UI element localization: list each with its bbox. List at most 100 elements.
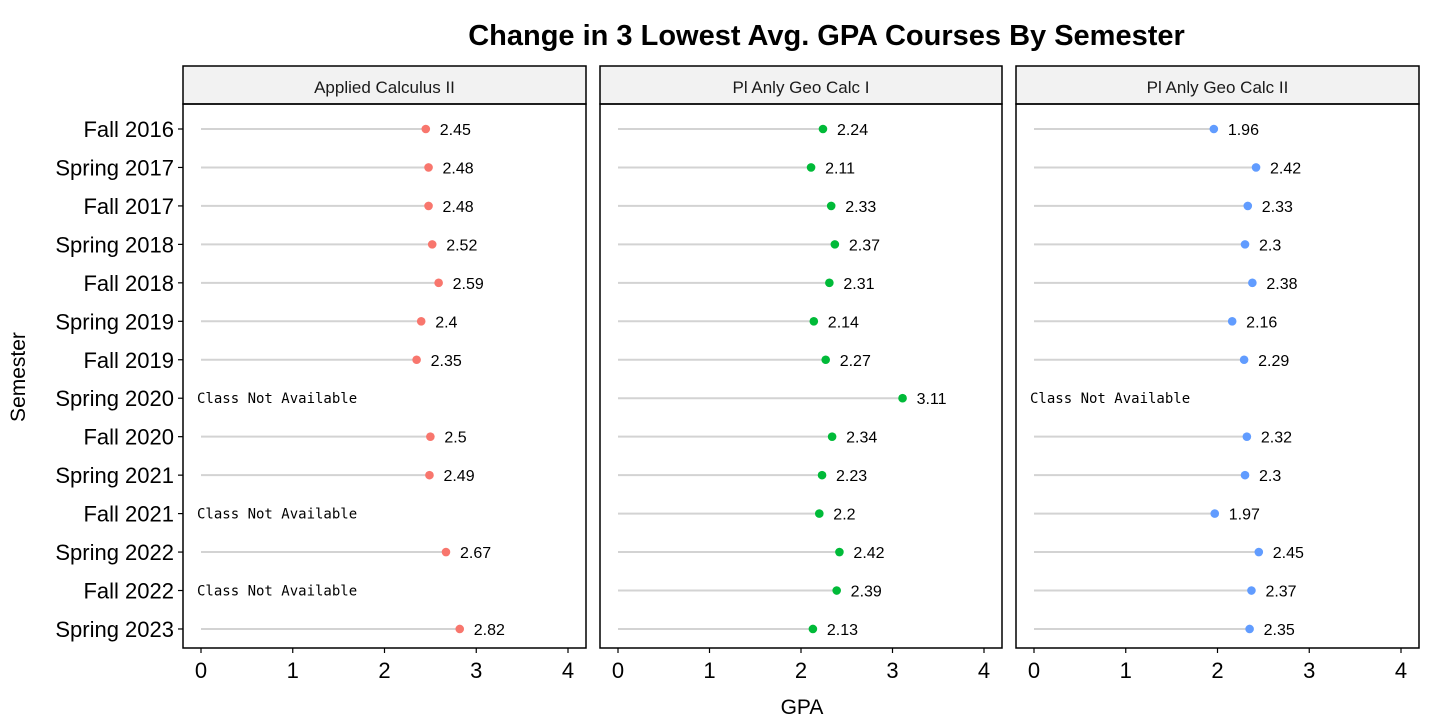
data-label: 2.33 bbox=[845, 199, 876, 216]
data-point bbox=[1248, 278, 1257, 288]
y-tick-label: Spring 2018 bbox=[55, 232, 174, 257]
data-label: 2.35 bbox=[431, 353, 462, 370]
data-point bbox=[412, 355, 421, 365]
x-tick-label: 3 bbox=[470, 658, 482, 683]
data-point bbox=[817, 470, 827, 480]
y-tick-label: Spring 2019 bbox=[55, 309, 174, 334]
data-label: 2.42 bbox=[1270, 160, 1301, 177]
data-point bbox=[1245, 624, 1254, 634]
data-point bbox=[424, 201, 433, 211]
data-label: 2.45 bbox=[1273, 545, 1304, 562]
panel-frame bbox=[599, 103, 1003, 649]
data-label: 2.3 bbox=[1259, 237, 1281, 254]
data-label: 2.82 bbox=[474, 622, 505, 639]
data-point bbox=[425, 470, 434, 480]
data-point bbox=[441, 547, 451, 557]
x-tick-label: 4 bbox=[562, 658, 574, 683]
na-annotation: Class Not Available bbox=[197, 391, 357, 407]
data-point bbox=[830, 240, 840, 249]
data-point bbox=[1210, 509, 1220, 518]
data-label: 2.49 bbox=[443, 468, 474, 485]
data-label: 2.13 bbox=[827, 622, 858, 639]
panel-frame bbox=[182, 103, 587, 649]
facet-panel: Applied Calculus II2.452.482.482.522.592… bbox=[182, 65, 587, 683]
data-label: 2.52 bbox=[446, 237, 477, 254]
data-label: 2.5 bbox=[444, 430, 466, 447]
data-point bbox=[835, 547, 844, 557]
y-tick-label: Fall 2021 bbox=[83, 502, 174, 527]
x-tick-label: 0 bbox=[195, 658, 207, 683]
y-axis-label: Semester bbox=[7, 332, 30, 422]
data-point bbox=[1227, 317, 1237, 326]
data-point bbox=[1239, 355, 1249, 365]
data-label: 2.39 bbox=[851, 584, 882, 601]
na-annotation: Class Not Available bbox=[197, 584, 357, 600]
data-label: 2.11 bbox=[825, 160, 855, 177]
data-point bbox=[818, 124, 828, 134]
data-label: 2.38 bbox=[1266, 276, 1297, 293]
data-point bbox=[455, 624, 465, 634]
x-tick-label: 1 bbox=[1120, 658, 1132, 683]
data-point bbox=[1247, 586, 1256, 595]
x-tick-label: 3 bbox=[886, 658, 898, 683]
y-tick-label: Spring 2023 bbox=[55, 617, 174, 642]
data-point bbox=[434, 278, 443, 288]
data-point bbox=[809, 317, 819, 326]
y-tick-label: Fall 2017 bbox=[83, 194, 174, 219]
x-tick-label: 1 bbox=[703, 658, 715, 683]
y-tick-label: Fall 2019 bbox=[83, 348, 174, 373]
data-label: 2.34 bbox=[846, 430, 877, 447]
x-tick-label: 3 bbox=[1303, 658, 1315, 683]
data-point bbox=[1243, 201, 1253, 211]
x-tick-label: 2 bbox=[378, 658, 390, 683]
data-point bbox=[1209, 124, 1219, 134]
facet-strip-label: Pl Anly Geo Calc I bbox=[732, 78, 869, 97]
data-point bbox=[825, 278, 834, 288]
data-point bbox=[421, 124, 431, 134]
data-point bbox=[1251, 163, 1261, 172]
data-point bbox=[1240, 240, 1250, 249]
data-point bbox=[426, 432, 435, 441]
x-tick-label: 0 bbox=[612, 658, 624, 683]
data-point bbox=[806, 163, 816, 172]
x-tick-label: 4 bbox=[1395, 658, 1407, 683]
data-point bbox=[827, 432, 837, 441]
facet-panel: Pl Anly Geo Calc I 2.24 2.11 2.33 2.37 2.31 2.… bbox=[599, 65, 1003, 683]
data-label: 2.23 bbox=[836, 468, 867, 485]
data-label: 2.37 bbox=[1265, 584, 1296, 601]
data-point bbox=[416, 317, 426, 326]
data-label: 2.33 bbox=[1262, 199, 1293, 216]
y-tick-label: Fall 2016 bbox=[83, 117, 174, 142]
data-point bbox=[1240, 470, 1250, 480]
data-label: 2.59 bbox=[453, 276, 484, 293]
x-tick-label: 2 bbox=[1211, 658, 1223, 683]
y-tick-label: Fall 2018 bbox=[83, 271, 174, 296]
data-point bbox=[815, 509, 824, 518]
y-tick-label: Fall 2022 bbox=[83, 579, 174, 604]
y-tick-labels: Fall 2016 Spring 2017 Fall 2017 Spring 2018… bbox=[55, 117, 183, 642]
data-label: 1.96 bbox=[1228, 122, 1259, 139]
data-label: 2.4 bbox=[435, 314, 457, 331]
data-label: 2.67 bbox=[460, 545, 491, 562]
data-label: 2.14 bbox=[828, 314, 859, 331]
data-label: 2.3 bbox=[1259, 468, 1281, 485]
data-label: 2.24 bbox=[837, 122, 868, 139]
y-tick-label: Spring 2021 bbox=[55, 463, 174, 488]
y-tick-label: Spring 2020 bbox=[55, 386, 174, 411]
facet-strip-label: Pl Anly Geo Calc II bbox=[1147, 78, 1289, 97]
data-point bbox=[427, 240, 437, 249]
data-point bbox=[898, 393, 907, 403]
facet-panels: Applied Calculus II2.452.482.482.522.592… bbox=[182, 65, 1420, 683]
facet-strip bbox=[599, 65, 1003, 105]
y-tick-label: Spring 2022 bbox=[55, 540, 174, 565]
data-label: 2.29 bbox=[1258, 353, 1289, 370]
data-label: 1.97 bbox=[1229, 507, 1260, 524]
facet-strip-label: Applied Calculus II bbox=[314, 78, 455, 97]
chart-title: Change in 3 Lowest Avg. GPA Courses By S… bbox=[468, 20, 1185, 52]
data-label: 2.42 bbox=[853, 545, 884, 562]
data-label: 2.31 bbox=[843, 276, 874, 293]
data-label: 2.37 bbox=[849, 237, 880, 254]
data-label: 2.2 bbox=[833, 507, 855, 524]
data-point bbox=[1254, 547, 1264, 557]
